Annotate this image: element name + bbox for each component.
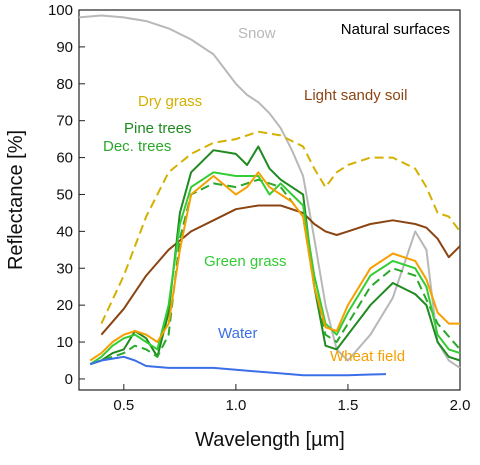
series-label-pine-trees: Pine trees [124, 120, 192, 137]
y-tick-label: 40 [56, 223, 73, 240]
series-label-water: Water [218, 325, 257, 342]
y-tick-label: 100 [48, 2, 73, 19]
series-label-light-sandy-soil: Light sandy soil [304, 87, 407, 104]
series-line-wheat-field [89, 171, 460, 362]
y-tick-label: 60 [56, 150, 73, 167]
plot-frame [78, 9, 461, 391]
x-tick-label: 1.5 [338, 397, 359, 414]
chart-title: Natural surfaces [341, 21, 450, 38]
x-tick-label: 0.5 [113, 397, 134, 414]
series-line-dec-trees [89, 178, 461, 366]
y-tick-label: 80 [56, 76, 73, 93]
series-line-green-grass [89, 171, 461, 366]
series-label-green-grass: Green grass [204, 253, 287, 270]
series-line-dry-grass [100, 130, 461, 325]
x-axis-title: Wavelength [µm] [195, 429, 345, 451]
y-axis-title: Reflectance [%] [5, 130, 27, 270]
series-line-light-sandy-soil [100, 204, 461, 336]
series-labels: Snow Light sandy soil Dry grass Pine tre… [103, 25, 407, 365]
series-layer [78, 14, 461, 377]
plot-area: 0.5 1.0 1.5 2.0 0 10 20 30 40 50 60 70 80 90 100 [48, 2, 470, 414]
series-label-wheat-field: Wheat field [330, 348, 405, 365]
series-label-snow: Snow [238, 25, 276, 42]
series-line-snow [78, 14, 461, 369]
y-tick-label: 10 [56, 334, 73, 351]
y-tick-label: 90 [56, 39, 73, 56]
y-tick-label: 70 [56, 113, 73, 130]
y-tick-label: 50 [56, 186, 73, 203]
y-tick-label: 20 [56, 297, 73, 314]
y-tick-label: 30 [56, 260, 73, 277]
series-label-dry-grass: Dry grass [138, 93, 202, 110]
ticks-layer: 0.5 1.0 1.5 2.0 0 10 20 30 40 50 60 70 80 90 100 [48, 2, 470, 414]
x-tick-label: 2.0 [450, 397, 471, 414]
series-line-pine-trees [89, 145, 461, 366]
series-line-water [89, 355, 387, 377]
series-label-dec-trees: Dec. trees [103, 138, 171, 155]
x-tick-label: 1.0 [225, 397, 246, 414]
y-tick-label: 0 [65, 371, 73, 388]
